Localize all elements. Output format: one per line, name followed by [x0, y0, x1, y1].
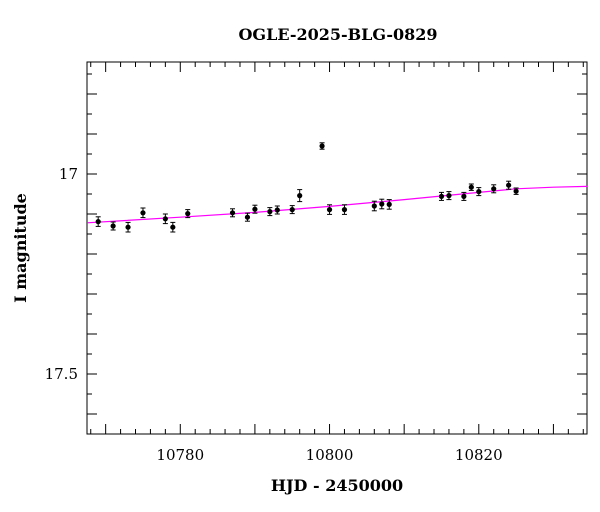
model-curve: [86, 185, 588, 224]
data-point: [170, 224, 176, 230]
data-point: [289, 207, 295, 213]
data-points-layer: [95, 142, 519, 233]
data-point: [386, 201, 392, 207]
data-point: [326, 207, 333, 213]
data-point: [185, 211, 191, 217]
model-curve-layer: [86, 185, 588, 224]
axis-ticks: [87, 62, 587, 435]
data-point: [297, 193, 303, 199]
data-point: [274, 207, 280, 213]
chart-title: OGLE-2025-BLG-0829: [238, 25, 437, 44]
x-axis-label: HJD - 2450000: [271, 476, 403, 495]
data-point: [140, 210, 146, 216]
plot-frame: [86, 61, 588, 435]
data-point: [95, 219, 101, 225]
y-tick-label: 17: [59, 165, 78, 183]
data-point: [438, 193, 445, 199]
data-point: [371, 203, 377, 209]
data-point: [513, 188, 519, 194]
data-point: [162, 216, 168, 222]
data-point: [252, 206, 258, 212]
data-point: [125, 224, 131, 230]
data-point: [267, 209, 273, 215]
data-point: [468, 184, 474, 190]
x-tick-label: 10780: [156, 446, 204, 464]
tick-labels: 10780 10800 10820 17 17.5: [45, 165, 503, 464]
data-point: [379, 201, 385, 207]
x-tick-label: 10800: [306, 446, 354, 464]
y-tick-label: 17.5: [45, 365, 78, 383]
data-point: [341, 207, 348, 213]
data-point: [319, 143, 325, 149]
data-point: [110, 223, 116, 229]
data-point: [506, 182, 512, 188]
x-tick-label: 10820: [455, 446, 503, 464]
data-point: [229, 210, 236, 216]
data-point: [446, 193, 452, 199]
data-point: [476, 189, 482, 195]
data-point: [461, 193, 467, 199]
data-point: [491, 186, 497, 192]
data-point: [244, 214, 251, 220]
y-axis-label: I magnitude: [11, 193, 30, 303]
